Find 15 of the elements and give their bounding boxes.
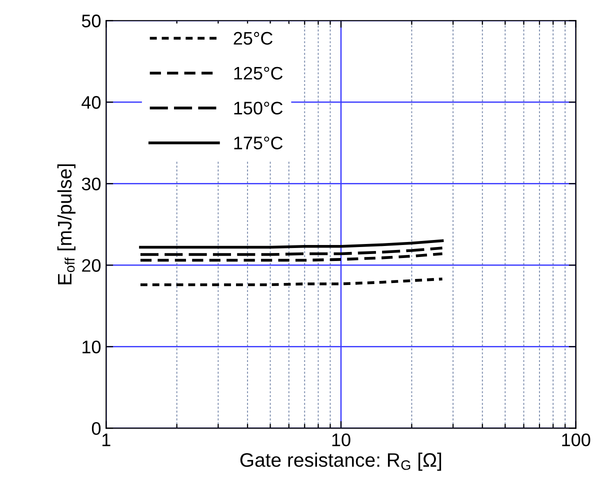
y-tick-label: 50 <box>82 14 101 28</box>
legend-label: 25°C <box>234 32 273 45</box>
legend-label: 175°C <box>234 136 283 150</box>
legend-label: 125°C <box>234 66 283 80</box>
y-tick-label: 20 <box>82 259 101 272</box>
x-tick-label: 100 <box>562 433 590 446</box>
y-axis-title: E$_{off}$ [mJ/pulse] <box>57 164 76 284</box>
y-tick-label: 0 <box>92 422 101 435</box>
y-tick-label: 10 <box>82 340 101 354</box>
x-tick-label: 10 <box>332 433 350 446</box>
x-tick-label: 1 <box>102 434 110 446</box>
y-tick-label: 30 <box>82 178 101 190</box>
y-tick-label: 40 <box>82 96 101 109</box>
x-axis-title: Gate resistance: R$_{G}$ [Ω] <box>240 452 442 471</box>
legend-label: 150°C <box>234 102 283 114</box>
